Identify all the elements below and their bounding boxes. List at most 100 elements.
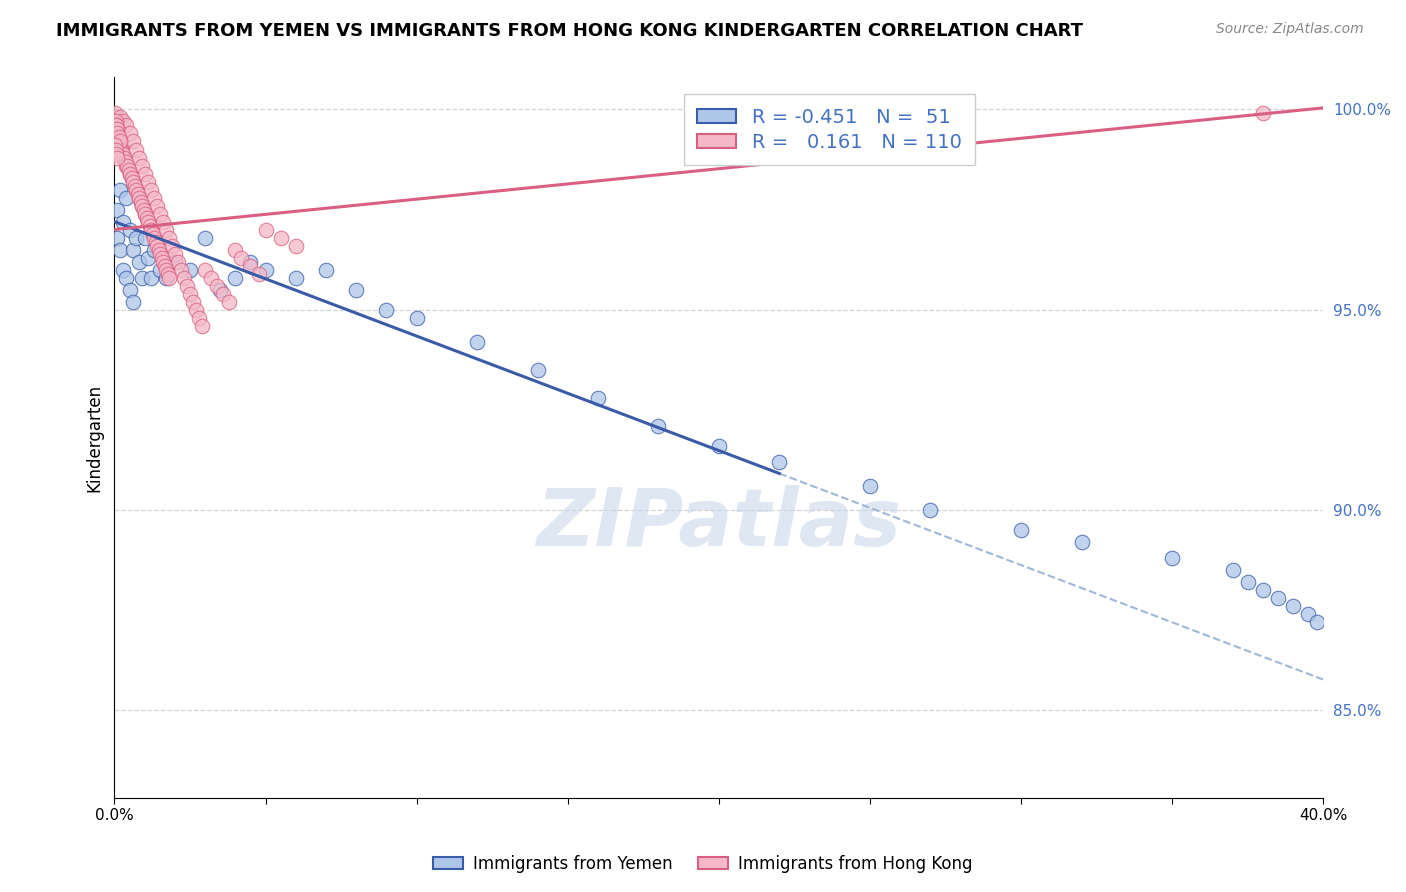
Point <box>104 114 127 128</box>
Point <box>224 270 246 285</box>
Point <box>920 503 942 517</box>
Point <box>136 211 159 225</box>
Point <box>134 167 156 181</box>
Point <box>110 243 132 257</box>
Point <box>110 182 132 196</box>
Point <box>160 238 183 252</box>
Point <box>254 262 277 277</box>
Point <box>108 130 131 145</box>
Point <box>173 270 195 285</box>
Point <box>127 186 149 201</box>
Point <box>155 222 177 236</box>
Point <box>115 270 138 285</box>
Point <box>132 202 155 217</box>
Point <box>586 391 609 405</box>
Point <box>118 283 141 297</box>
Point <box>315 262 337 277</box>
Point <box>104 106 127 120</box>
Point <box>136 175 159 189</box>
Point <box>107 202 129 217</box>
Point <box>465 334 488 349</box>
Point <box>194 262 217 277</box>
Point <box>139 182 162 196</box>
Point <box>118 167 141 181</box>
Point <box>188 310 211 325</box>
Point <box>254 222 277 236</box>
Point <box>115 159 138 173</box>
Point <box>239 259 262 273</box>
Point <box>110 135 132 149</box>
Point <box>136 214 159 228</box>
Point <box>141 222 163 236</box>
Point <box>148 243 170 257</box>
Point <box>105 151 128 165</box>
Point <box>107 127 129 141</box>
Point <box>122 175 145 189</box>
Point <box>112 262 135 277</box>
Point <box>111 146 134 161</box>
Text: ZIPatlas: ZIPatlas <box>536 485 901 563</box>
Point <box>284 270 307 285</box>
Point <box>1251 106 1274 120</box>
Point <box>167 254 190 268</box>
Point <box>107 130 129 145</box>
Point <box>139 270 162 285</box>
Point <box>128 190 150 204</box>
Point <box>176 278 198 293</box>
Point <box>121 294 143 309</box>
Point <box>115 119 138 133</box>
Point <box>249 267 271 281</box>
Point <box>170 262 193 277</box>
Point <box>134 230 156 244</box>
Point <box>131 198 153 212</box>
Point <box>179 286 201 301</box>
Point <box>118 127 141 141</box>
Point <box>1282 599 1305 613</box>
Point <box>110 138 132 153</box>
Point <box>110 143 132 157</box>
Point <box>205 278 228 293</box>
Point <box>1222 563 1244 577</box>
Text: IMMIGRANTS FROM YEMEN VS IMMIGRANTS FROM HONG KONG KINDERGARTEN CORRELATION CHAR: IMMIGRANTS FROM YEMEN VS IMMIGRANTS FROM… <box>56 22 1083 40</box>
Point <box>707 439 730 453</box>
Point <box>124 182 146 196</box>
Point <box>768 455 790 469</box>
Point <box>111 138 134 153</box>
Point <box>115 190 138 204</box>
Point <box>145 235 167 249</box>
Point <box>134 206 156 220</box>
Point <box>128 190 150 204</box>
Point <box>120 167 142 181</box>
Point <box>124 230 146 244</box>
Point <box>136 214 159 228</box>
Point <box>405 310 427 325</box>
Point <box>104 111 127 125</box>
Point <box>157 267 180 281</box>
Point <box>105 122 128 136</box>
Point <box>112 214 135 228</box>
Point <box>270 230 292 244</box>
Point <box>142 227 165 241</box>
Point <box>231 251 253 265</box>
Point <box>1251 582 1274 597</box>
Point <box>107 127 129 141</box>
Point <box>142 243 165 257</box>
Point <box>128 254 150 268</box>
Point <box>136 251 159 265</box>
Point <box>121 135 143 149</box>
Point <box>647 418 669 433</box>
Point <box>1161 550 1184 565</box>
Point <box>149 206 172 220</box>
Point <box>121 170 143 185</box>
Legend: Immigrants from Yemen, Immigrants from Hong Kong: Immigrants from Yemen, Immigrants from H… <box>427 848 979 880</box>
Point <box>108 135 131 149</box>
Point <box>107 130 129 145</box>
Point <box>118 162 141 177</box>
Point <box>375 302 398 317</box>
Point <box>181 294 204 309</box>
Point <box>105 122 128 136</box>
Legend: R = -0.451   N =  51, R =   0.161   N = 110: R = -0.451 N = 51, R = 0.161 N = 110 <box>683 95 976 165</box>
Point <box>150 251 173 265</box>
Point <box>155 270 177 285</box>
Point <box>105 146 128 161</box>
